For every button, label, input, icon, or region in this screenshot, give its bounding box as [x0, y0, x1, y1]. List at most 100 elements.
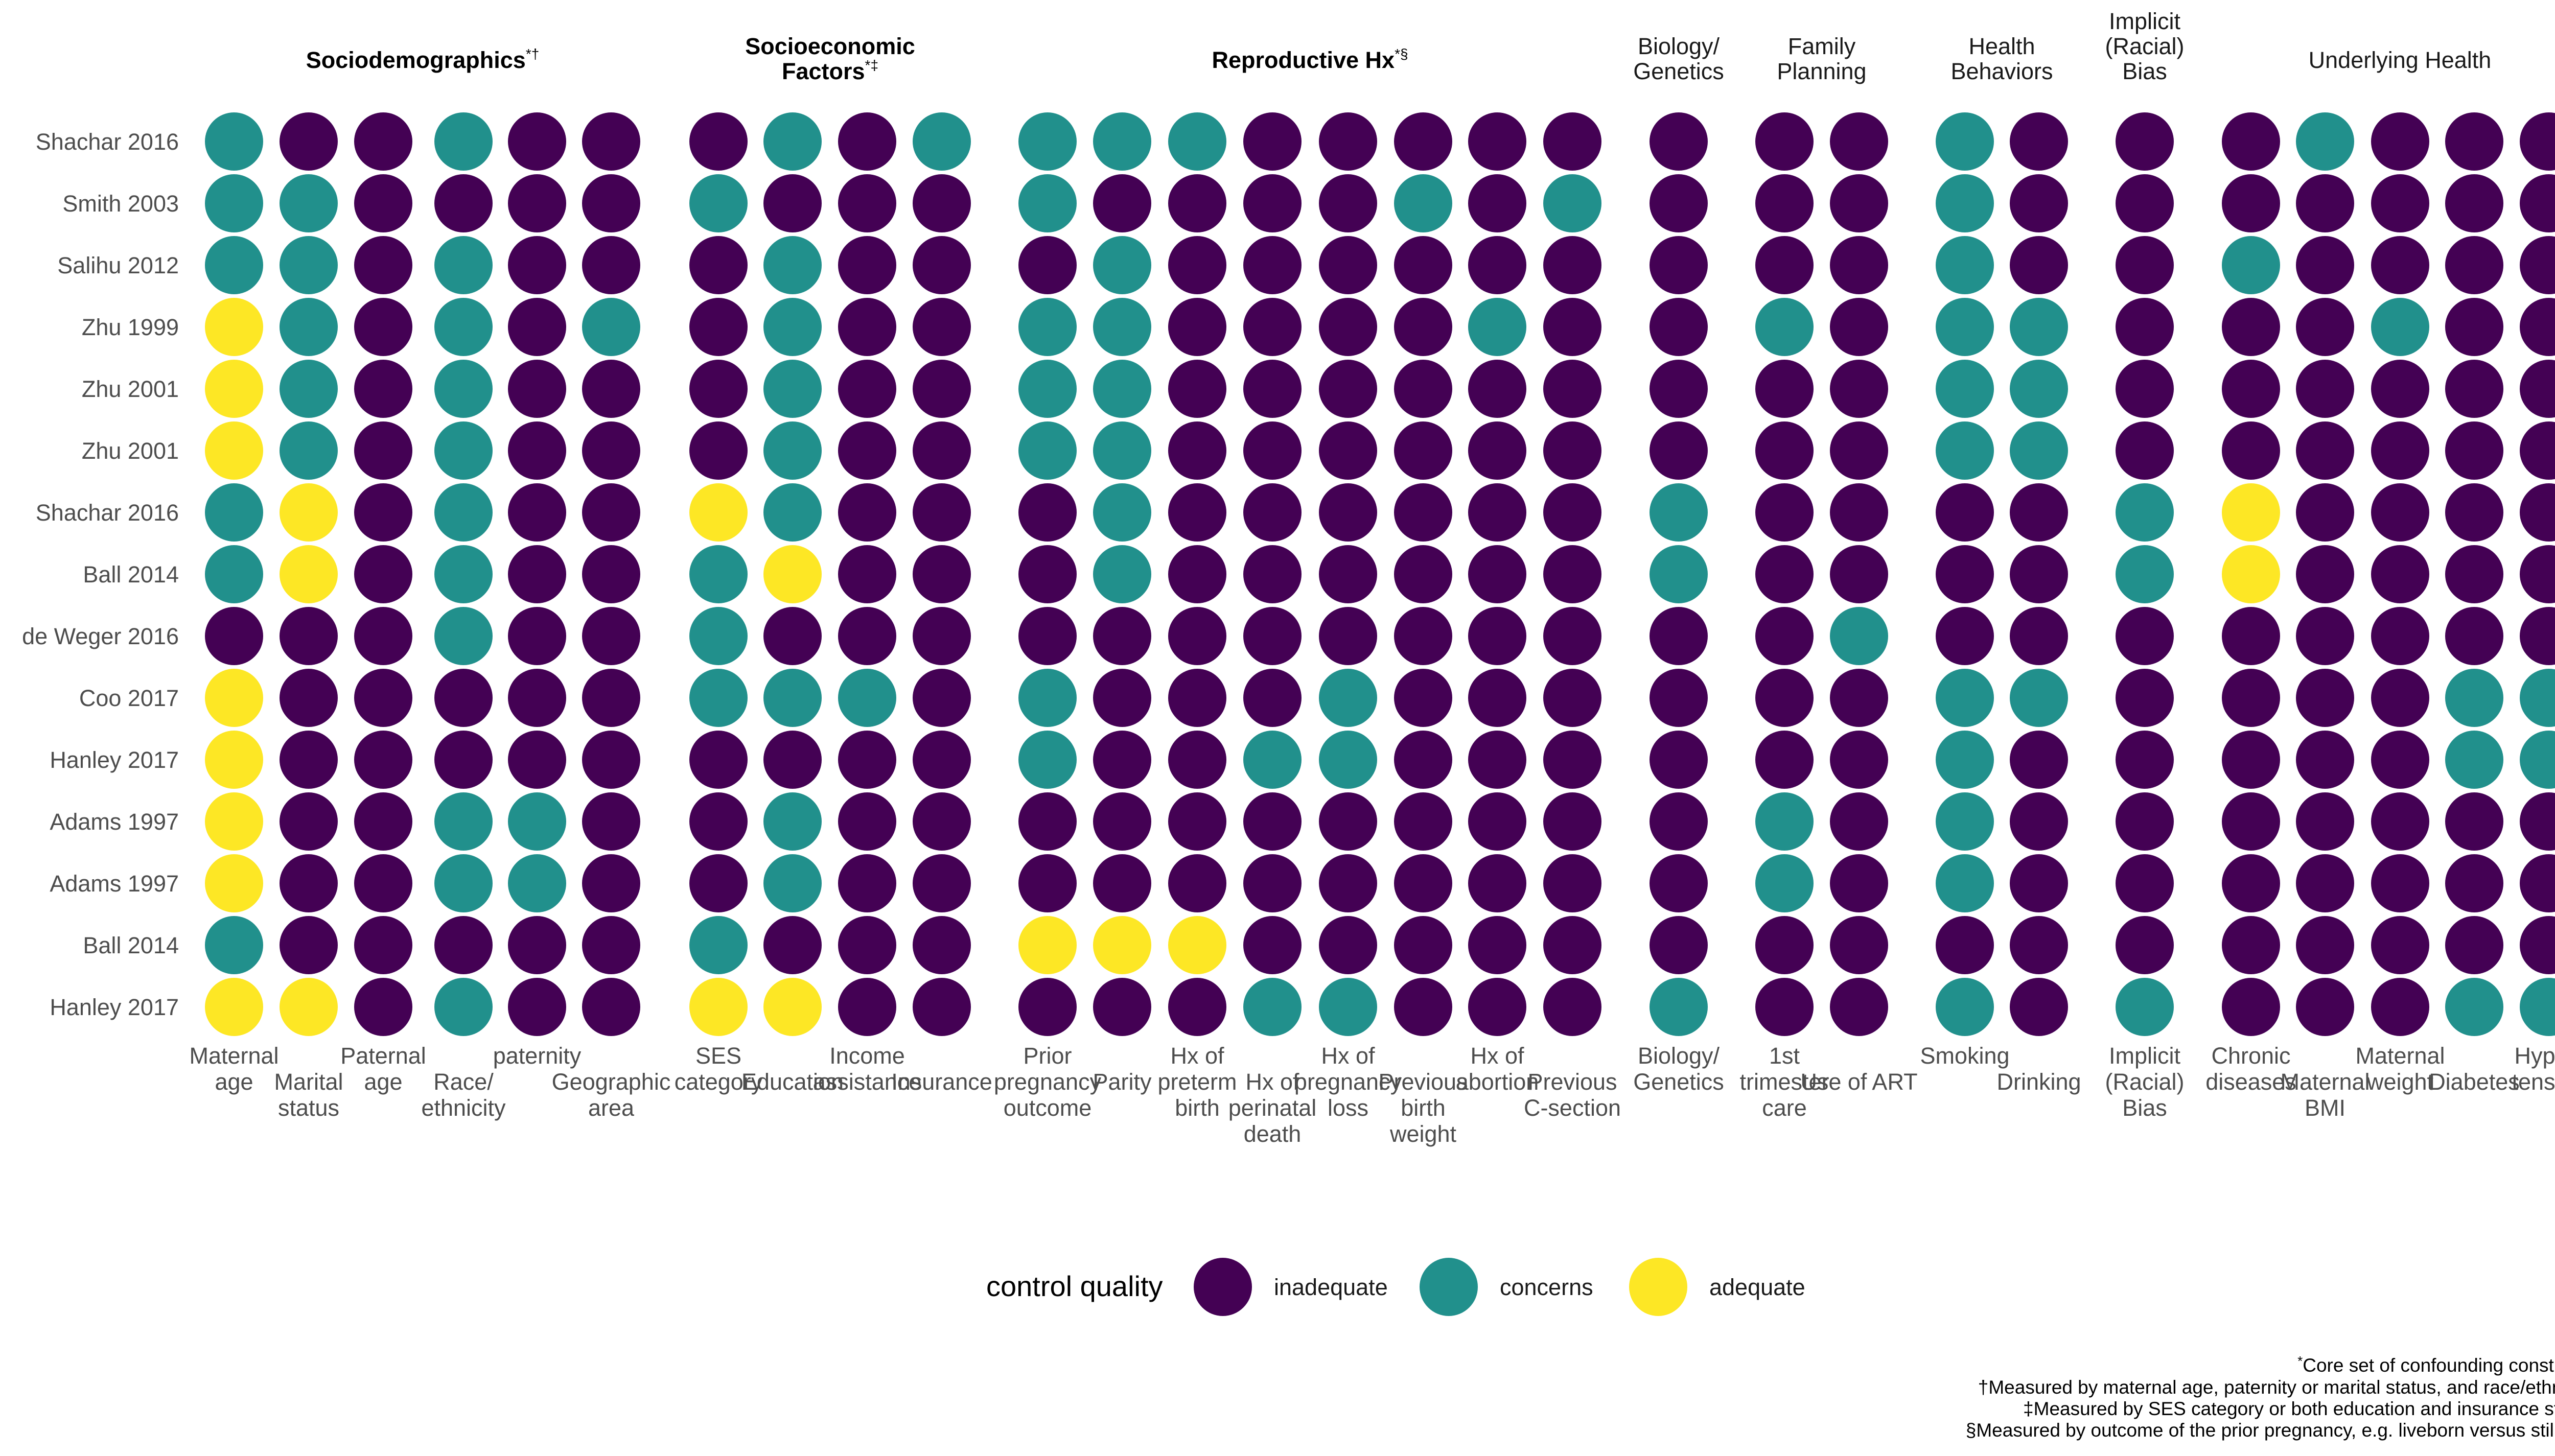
dot-inadequate — [2520, 298, 2555, 356]
dot-inadequate — [582, 360, 640, 418]
dot-inadequate — [1018, 854, 1077, 912]
dot-inadequate — [1168, 421, 1226, 480]
dot-inadequate — [838, 421, 896, 480]
dot-adequate — [205, 731, 263, 789]
dot-inadequate — [1468, 545, 1526, 603]
dot-inadequate — [2445, 792, 2503, 851]
dot-inadequate — [2371, 174, 2429, 232]
dot-inadequate — [2371, 483, 2429, 542]
dot-inadequate — [354, 607, 412, 665]
dot-concerns — [1936, 421, 1994, 480]
dot-inadequate — [763, 607, 822, 665]
dot-inadequate — [1755, 421, 1814, 480]
dot-inadequate — [2371, 978, 2429, 1036]
row-label: Zhu 1999 — [82, 314, 179, 340]
legend-label-inadequate: inadequate — [1274, 1274, 1388, 1300]
dot-inadequate — [2445, 236, 2503, 294]
row-label: Adams 1997 — [50, 809, 179, 835]
dot-concerns — [434, 854, 493, 912]
dot-concerns — [2116, 483, 2174, 542]
dot-inadequate — [2116, 112, 2174, 171]
dot-inadequate — [1650, 854, 1708, 912]
dot-concerns — [508, 854, 566, 912]
dot-inadequate — [2296, 792, 2354, 851]
dot-concerns — [205, 916, 263, 974]
dot-inadequate — [2222, 669, 2280, 727]
dot-concerns — [1018, 298, 1077, 356]
dot-inadequate — [1936, 607, 1994, 665]
dot-inadequate — [1319, 421, 1377, 480]
dot-inadequate — [2222, 978, 2280, 1036]
dot-concerns — [1650, 978, 1708, 1036]
dot-concerns — [434, 360, 493, 418]
dot-inadequate — [1243, 483, 1302, 542]
dot-inadequate — [280, 854, 338, 912]
dot-adequate — [280, 545, 338, 603]
dot-concerns — [763, 483, 822, 542]
dot-inadequate — [1468, 174, 1526, 232]
dot-inadequate — [1093, 174, 1151, 232]
dot-inadequate — [354, 360, 412, 418]
dot-inadequate — [838, 545, 896, 603]
column-label: Income assistance — [813, 1043, 922, 1095]
dot-inadequate — [1394, 978, 1452, 1036]
dot-inadequate — [354, 298, 412, 356]
dot-inadequate — [2222, 916, 2280, 974]
dot-concerns — [1319, 669, 1377, 727]
dot-inadequate — [2520, 360, 2555, 418]
dot-adequate — [205, 978, 263, 1036]
dot-concerns — [508, 792, 566, 851]
dot-concerns — [2010, 298, 2068, 356]
footnote: *Core set of confounding constructs — [2297, 1353, 2555, 1376]
dot-inadequate — [2520, 607, 2555, 665]
dot-inadequate — [1243, 854, 1302, 912]
column-label: Hx of pregnancy loss — [1294, 1043, 1402, 1121]
dot-inadequate — [1018, 483, 1077, 542]
dot-inadequate — [1755, 731, 1814, 789]
dot-inadequate — [1168, 298, 1226, 356]
dot-inadequate — [913, 236, 971, 294]
dot-inadequate — [913, 731, 971, 789]
dot-inadequate — [1168, 174, 1226, 232]
dot-inadequate — [1830, 112, 1888, 171]
dot-inadequate — [2445, 174, 2503, 232]
group-headers: Sociodemographics*† Socioeconomic Factors*… — [306, 8, 2492, 84]
dot-inadequate — [1543, 669, 1601, 727]
dot-concerns — [1018, 421, 1077, 480]
dot-concerns — [205, 545, 263, 603]
dot-adequate — [1018, 916, 1077, 974]
dot-inadequate — [582, 483, 640, 542]
dot-inadequate — [1018, 792, 1077, 851]
dot-inadequate — [1755, 916, 1814, 974]
dot-inadequate — [2222, 112, 2280, 171]
dot-inadequate — [354, 112, 412, 171]
dot-inadequate — [280, 916, 338, 974]
dot-inadequate — [2445, 360, 2503, 418]
dot-inadequate — [1243, 607, 1302, 665]
column-label: Previous C-section — [1524, 1069, 1621, 1121]
dot-inadequate — [508, 360, 566, 418]
dot-inadequate — [1243, 545, 1302, 603]
dot-concerns — [280, 174, 338, 232]
dot-inadequate — [1018, 545, 1077, 603]
dot-inadequate — [1394, 298, 1452, 356]
dot-concerns — [434, 421, 493, 480]
dot-inadequate — [354, 978, 412, 1036]
dot-concerns — [689, 545, 748, 603]
dot-inadequate — [2445, 545, 2503, 603]
dot-inadequate — [1830, 236, 1888, 294]
column-label: Drinking — [1996, 1069, 2081, 1095]
dot-concerns — [913, 112, 971, 171]
dot-concerns — [434, 792, 493, 851]
dot-inadequate — [1543, 360, 1601, 418]
dot-inadequate — [434, 174, 493, 232]
dot-inadequate — [1650, 607, 1708, 665]
dot-inadequate — [1394, 360, 1452, 418]
dot-inadequate — [689, 112, 748, 171]
column-label: Biology/Genetics — [1633, 1043, 1724, 1095]
dot-inadequate — [1755, 607, 1814, 665]
dot-inadequate — [2445, 854, 2503, 912]
dot-inadequate — [1830, 421, 1888, 480]
row-label: Coo 2017 — [79, 685, 179, 711]
